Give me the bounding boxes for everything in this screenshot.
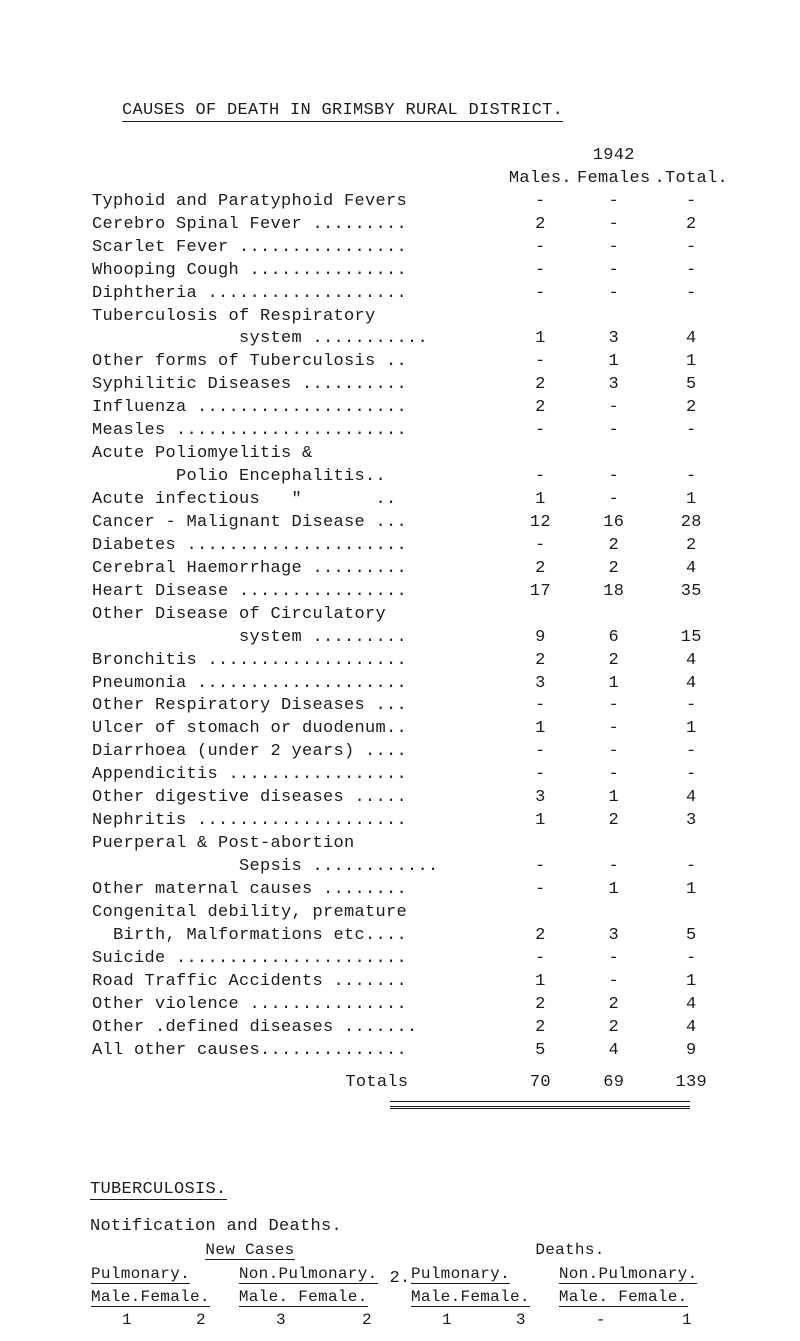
table-row: Pneumonia ....................314: [90, 673, 730, 696]
table-row: Tuberculosis of Respiratory: [90, 306, 730, 329]
tb-sub: Notification and Deaths.: [90, 1216, 730, 1239]
table-row: Cerebral Haemorrhage .........224: [90, 558, 730, 581]
tb-cell: 3: [238, 1310, 324, 1332]
tb-cell: 1: [410, 1310, 484, 1332]
totals-t: 139: [652, 1072, 730, 1095]
table-row: Typhoid and Paratyphoid Fevers---: [90, 191, 730, 214]
cause-table: 1942 Males. Females .Total. Typhoid and …: [90, 145, 730, 1095]
col-total: .Total.: [652, 168, 730, 191]
table-row: Other maternal causes ........-11: [90, 879, 730, 902]
table-row: Influenza ....................2-2: [90, 397, 730, 420]
table-row: Diabetes .....................-22: [90, 535, 730, 558]
page-title: CAUSES OF DEATH IN GRIMSBY RURAL DISTRIC…: [122, 100, 730, 123]
totals-f: 69: [575, 1072, 653, 1095]
table-row: Suicide ......................---: [90, 948, 730, 971]
table-row: Cancer - Malignant Disease ...121628: [90, 512, 730, 535]
tb-deaths: Deaths.: [535, 1241, 604, 1259]
page-number: 2.: [0, 1268, 800, 1291]
tb-cell: 1: [644, 1310, 730, 1332]
tb-newcases: New Cases: [205, 1241, 294, 1260]
table-row: Diarrhoea (under 2 years) ....---: [90, 741, 730, 764]
table-row: Cerebro Spinal Fever .........2-2: [90, 214, 730, 237]
tb-cell: 3: [484, 1310, 558, 1332]
table-row: Birth, Malformations etc....235: [90, 925, 730, 948]
table-row: Other .defined diseases .......224: [90, 1017, 730, 1040]
table-row: Sepsis ............---: [90, 856, 730, 879]
col-males: Males.: [506, 168, 575, 191]
table-row: Whooping Cough ...............---: [90, 260, 730, 283]
table-row: Other digestive diseases .....314: [90, 787, 730, 810]
table-row: Bronchitis ...................224: [90, 650, 730, 673]
table-row: Appendicitis .................---: [90, 764, 730, 787]
table-row: Acute infectious " ..1-1: [90, 489, 730, 512]
tb-cell: -: [558, 1310, 644, 1332]
tb-cell: 2: [164, 1310, 238, 1332]
totals-rule: [390, 1101, 690, 1109]
table-row: Congenital debility, premature: [90, 902, 730, 925]
tb-cell: 2: [324, 1310, 410, 1332]
tb-cell: 1: [90, 1310, 164, 1332]
table-row: system ...........134: [90, 328, 730, 351]
table-row: Other Respiratory Diseases ...---: [90, 695, 730, 718]
table-row: Road Traffic Accidents .......1-1: [90, 971, 730, 994]
tb-heading: TUBERCULOSIS.: [90, 1179, 730, 1202]
year: 1942: [575, 145, 653, 168]
table-row: Measles ......................---: [90, 420, 730, 443]
table-row: Other violence ...............224: [90, 994, 730, 1017]
totals-label: Totals: [90, 1072, 506, 1095]
table-row: Other forms of Tuberculosis ..-11: [90, 351, 730, 374]
col-females: Females: [575, 168, 653, 191]
table-row: Syphilitic Diseases ..........235: [90, 374, 730, 397]
table-row: Ulcer of stomach or duodenum..1-1: [90, 718, 730, 741]
table-row: Puerperal & Post-abortion: [90, 833, 730, 856]
table-row: Nephritis ....................123: [90, 810, 730, 833]
table-row: Other Disease of Circulatory: [90, 604, 730, 627]
table-row: Acute Poliomyelitis &: [90, 443, 730, 466]
table-row: Scarlet Fever ................---: [90, 237, 730, 260]
table-row: Diphtheria ...................---: [90, 283, 730, 306]
table-row: All other causes..............549: [90, 1040, 730, 1063]
totals-m: 70: [506, 1072, 575, 1095]
table-row: system .........9615: [90, 627, 730, 650]
table-row: Heart Disease ................171835: [90, 581, 730, 604]
table-row: Polio Encephalitis..---: [90, 466, 730, 489]
